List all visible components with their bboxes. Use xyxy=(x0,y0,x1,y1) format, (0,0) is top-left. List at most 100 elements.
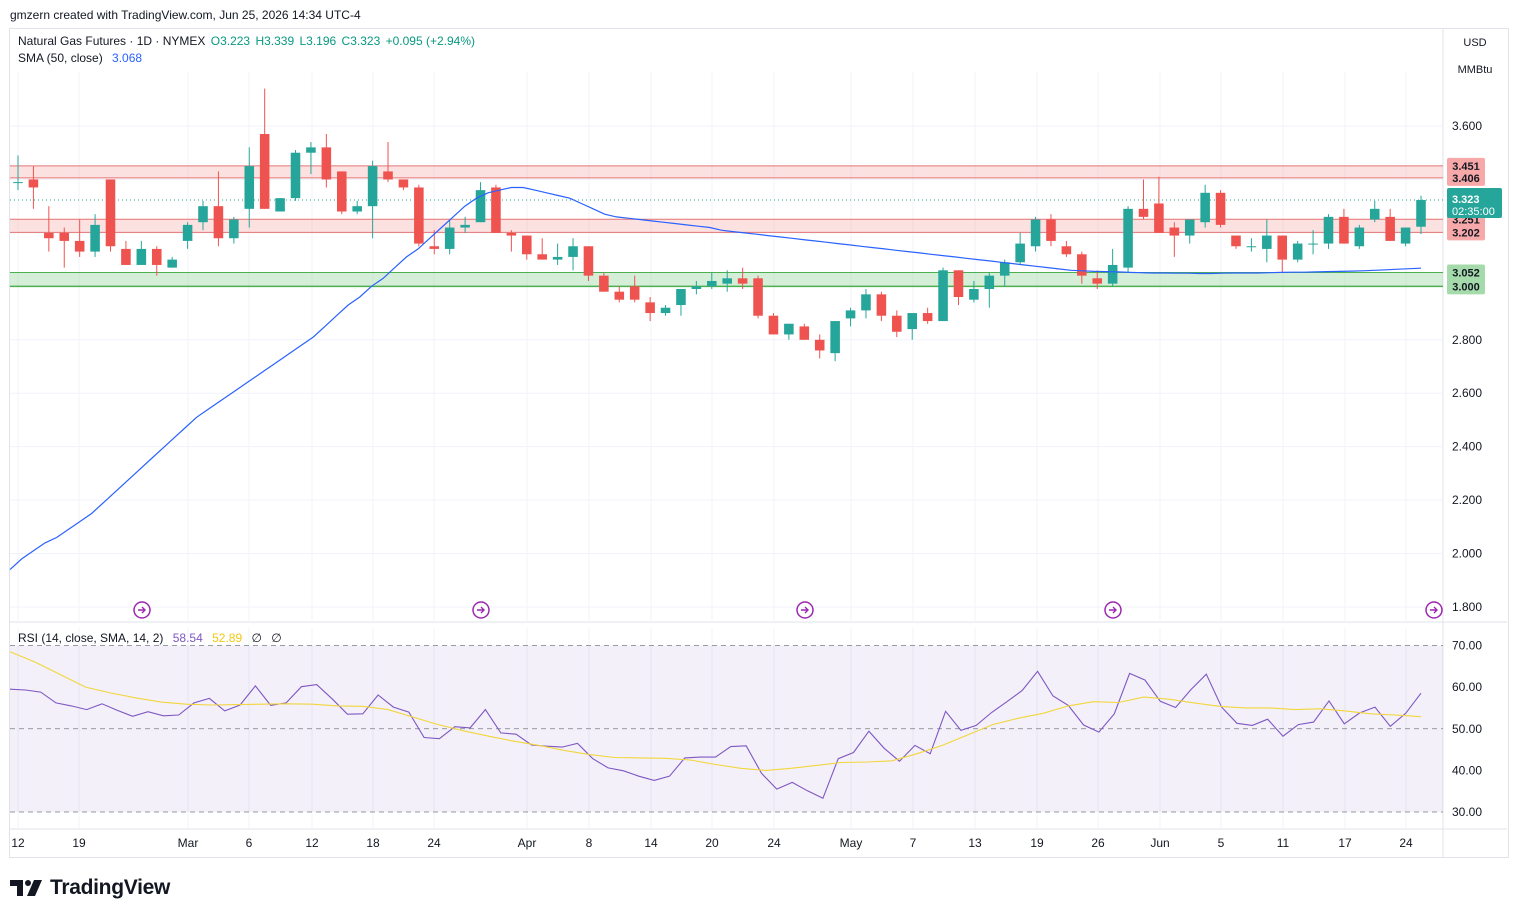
candle-body xyxy=(861,294,871,311)
candle-body xyxy=(90,224,100,252)
x-tick-label: 12 xyxy=(11,836,25,850)
zone-price-label: 3.451 xyxy=(1447,157,1485,174)
candle-body xyxy=(244,166,255,209)
candle-body xyxy=(645,302,655,314)
rsi-tick-label: 60.00 xyxy=(1452,680,1482,694)
rsi-tick-label: 70.00 xyxy=(1452,639,1482,653)
x-tick-label: 12 xyxy=(305,836,319,850)
currency-label[interactable]: USD xyxy=(1463,37,1487,49)
last-price-countdown: 02:35:00 xyxy=(1452,206,1495,218)
rsi-value: 58.54 xyxy=(172,631,203,645)
candle-body xyxy=(1400,227,1411,244)
candle-body xyxy=(1369,208,1380,220)
candle-body xyxy=(814,339,825,351)
zone-price-label: 3.406 xyxy=(1447,169,1485,186)
candle-body xyxy=(1339,216,1349,244)
candle-body xyxy=(414,187,424,244)
zone-price-label-text: 3.451 xyxy=(1452,161,1480,173)
candle-body xyxy=(383,171,393,180)
rsi-legend[interactable]: RSI (14, close, SMA, 14, 2) 58.54 52.89 … xyxy=(18,631,284,645)
resistance-zone xyxy=(10,165,1443,178)
candle-body xyxy=(336,171,347,212)
sma-legend[interactable]: SMA (50, close) 3.068 xyxy=(18,51,144,65)
tradingview-logo[interactable]: TradingView xyxy=(10,876,170,900)
candle-body xyxy=(953,270,964,298)
candle-body xyxy=(44,232,54,239)
candle-body xyxy=(136,248,147,265)
close-value: C3.323 xyxy=(341,34,381,48)
x-tick-label: Apr xyxy=(518,836,537,850)
price-tick-label: 2.200 xyxy=(1452,493,1482,507)
event-marker-arrow xyxy=(477,606,485,614)
rsi-tick-label: 30.00 xyxy=(1452,805,1482,819)
candle-body xyxy=(522,235,532,255)
event-marker-icon[interactable] xyxy=(1104,601,1122,619)
last-price-label-bg xyxy=(1447,188,1502,219)
price-tick-label: 2.000 xyxy=(1452,547,1482,561)
x-tick-label: 24 xyxy=(767,836,781,850)
sma-value: 3.068 xyxy=(112,51,143,65)
candle-body xyxy=(830,321,840,354)
candle-body xyxy=(321,147,332,180)
candle-body xyxy=(1154,203,1164,233)
event-marker-icon[interactable] xyxy=(796,601,814,619)
zone-price-label-text: 3.406 xyxy=(1452,173,1480,185)
chart-caption: gmzern created with TradingView.com, Jun… xyxy=(10,8,361,22)
rsi-line xyxy=(9,670,1422,800)
zone-price-label: 3.052 xyxy=(1447,264,1485,281)
candle-body xyxy=(1308,243,1318,245)
event-marker-icon[interactable] xyxy=(472,601,490,619)
x-tick-label: Mar xyxy=(178,836,199,850)
unit-label[interactable]: MMBtu xyxy=(1457,64,1493,76)
price-legend: Natural Gas Futures · 1D · NYMEX O3.223 … xyxy=(18,34,477,48)
candle-body xyxy=(213,206,224,239)
candle-body xyxy=(429,246,440,249)
candle-body xyxy=(969,289,979,300)
event-marker-icon[interactable] xyxy=(1425,601,1443,619)
candle-body xyxy=(13,182,23,184)
zone-price-label-bg xyxy=(1447,264,1485,281)
candle-body xyxy=(691,286,702,290)
sma-line xyxy=(9,186,1422,571)
candle-body xyxy=(722,278,732,284)
candle-body xyxy=(1416,200,1426,227)
candle-body xyxy=(999,262,1010,276)
x-tick-label: May xyxy=(840,836,863,850)
candle-body xyxy=(290,152,301,199)
candle-body xyxy=(1184,219,1195,236)
candle-body xyxy=(922,313,933,322)
x-tick-label: 14 xyxy=(644,836,658,850)
x-tick-label: 18 xyxy=(366,836,380,850)
candle-body xyxy=(491,187,501,233)
candle-body xyxy=(306,147,316,153)
candle-body xyxy=(275,198,285,212)
candle-body xyxy=(151,248,162,265)
candle-body xyxy=(938,270,948,322)
candle-body xyxy=(707,280,717,287)
x-tick-label: 24 xyxy=(427,836,441,850)
candle-body xyxy=(1015,243,1025,263)
rsi-tick-label: 50.00 xyxy=(1452,722,1482,736)
change-value: +0.095 (+2.94%) xyxy=(385,34,475,48)
event-marker-icon[interactable] xyxy=(133,601,151,619)
candle-body xyxy=(367,166,378,207)
candle-body xyxy=(475,190,486,223)
candle-body xyxy=(506,232,517,236)
symbol-label[interactable]: Natural Gas Futures · 1D · NYMEX xyxy=(18,34,206,48)
candle-body xyxy=(28,179,39,188)
candle-body xyxy=(1262,235,1272,249)
candle-body xyxy=(1354,227,1365,247)
zone-price-label-bg xyxy=(1447,157,1485,174)
rsi-extra-1: ∅ xyxy=(251,631,262,645)
x-tick-label: 6 xyxy=(246,836,253,850)
candle-body xyxy=(1092,278,1103,284)
candle-body xyxy=(167,259,177,268)
price-tick-label: 2.400 xyxy=(1452,440,1482,454)
candle-body xyxy=(599,275,609,292)
candle-body xyxy=(1385,216,1395,241)
zone-price-label-text: 3.052 xyxy=(1452,267,1480,279)
price-tick-label: 2.800 xyxy=(1452,333,1482,347)
zone-price-label-text: 3.000 xyxy=(1452,281,1480,293)
x-tick-label: 13 xyxy=(968,836,982,850)
